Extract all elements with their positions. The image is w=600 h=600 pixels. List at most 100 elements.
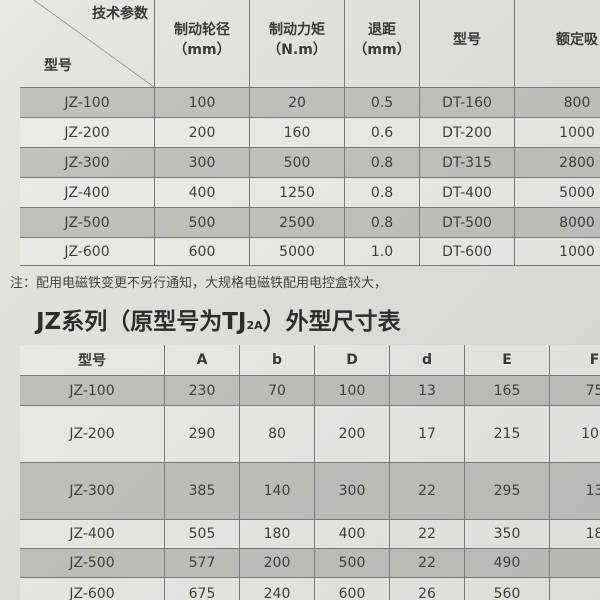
table-cell: 295 [465,463,550,520]
cell-text: 240 [263,585,291,600]
cell-text: 17 [418,426,436,442]
cell-text: 22 [418,555,436,571]
table-cell: 400 [155,178,250,208]
cell-text: DT-600 [442,243,492,260]
table-cell: 1250 [250,178,345,208]
table-cell: 100 [155,88,250,118]
cell-text: 8000 [559,214,595,231]
cell-text: DT-500 [442,214,492,231]
table-cell: JZ-600 [20,238,155,266]
table-cell: 70 [240,376,315,406]
table-cell: 17 [390,406,465,463]
cell-text: 5000 [559,184,595,201]
cell-text: 505 [188,526,216,542]
table-cell: 800 [515,88,600,118]
header-cell: D [315,345,390,376]
header-cell: d [390,345,465,376]
header-cell: 额定吸 [515,0,600,88]
table-cell: 1000 [515,238,600,266]
cell-text: 100 [581,426,600,442]
table-cell: 20 [250,88,345,118]
header-cell: 型号 [420,0,515,88]
cell-text: 22 [418,483,436,499]
header-cell: A [165,345,240,376]
table-cell: 0.6 [345,118,420,148]
cell-text: 675 [188,585,216,600]
cell-text: 140 [263,483,291,499]
cell-text: 600 [338,585,366,600]
cell-text: JZ-100 [64,94,110,111]
cell-text: JZ-400 [64,184,110,201]
cell-text: 165 [493,382,521,399]
table-cell: JZ-300 [20,148,155,178]
table-cell: 215 [465,406,550,463]
header-cell: 退距 （mm） [345,0,420,88]
cell-text: 300 [188,154,216,171]
cell-text: 577 [188,555,216,571]
table-cell: 22 [390,549,465,578]
cell-text: 560 [493,585,521,600]
cell-text: JZ-200 [69,426,115,442]
cell-text: 160 [283,124,311,141]
cell-text: 70 [268,382,286,399]
table-cell: 350 [465,520,550,549]
table-cell: 22 [390,463,465,520]
cell-text: 0.8 [370,214,394,231]
cell-text: DT-400 [442,184,492,201]
table-cell [550,578,600,600]
table-cell: DT-200 [420,118,515,148]
table-cell: 0.8 [345,178,420,208]
table-cell: 0.8 [345,208,420,238]
cell-text: JZ-600 [69,585,115,600]
table-cell: 2800 [515,148,600,178]
cell-text: 22 [418,526,436,542]
table-cell: 500 [155,208,250,238]
table-cell: JZ-300 [20,463,165,520]
cell-text: 295 [493,483,521,499]
cell-text: 500 [283,154,311,171]
cell-text: DT-315 [442,154,492,171]
table-cell: 200 [315,406,390,463]
table-cell: 240 [240,578,315,600]
table-cell: 180 [240,520,315,549]
table-cell: 400 [315,520,390,549]
cell-text: 型号 [78,353,106,369]
cell-text: b [271,352,283,368]
table-cell: 1000 [515,118,600,148]
table-cell: JZ-200 [20,118,155,148]
table-cell: 577 [165,549,240,578]
cell-text: 100 [338,382,366,399]
table-cell: 230 [165,376,240,406]
cell-text: D [346,352,358,368]
cell-text: E [502,352,512,368]
table-cell: 490 [465,549,550,578]
cell-text: d [421,352,433,368]
table-cell: 300 [315,463,390,520]
cell-text: 75 [585,382,600,399]
header-cell: 制动力矩 （N.m） [250,0,345,88]
cell-text: JZ-200 [64,124,110,141]
table-cell: 385 [165,463,240,520]
table-cell: 290 [165,406,240,463]
cell-text: 600 [188,243,216,260]
cell-text: DT-160 [442,94,492,111]
cell-text: A [196,352,208,368]
cell-text: 18 [585,526,600,542]
cell-text: 20 [288,94,306,111]
table-cell: 0.5 [345,88,420,118]
cell-text: 1.0 [370,243,394,260]
cell-text: 350 [493,526,521,542]
cell-text: 400 [188,184,216,201]
header-cell: b [240,345,315,376]
cell-text: 5000 [279,243,315,260]
table-cell: 200 [240,549,315,578]
cell-text: 0.5 [370,94,394,111]
table-cell: 560 [465,578,550,600]
table-cell: JZ-500 [20,208,155,238]
cell-text: 型号 [453,31,481,48]
cell-text: 13 [418,382,436,399]
cell-text: 2500 [279,214,315,231]
table-cell: JZ-500 [20,549,165,578]
table-cell: 8000 [515,208,600,238]
